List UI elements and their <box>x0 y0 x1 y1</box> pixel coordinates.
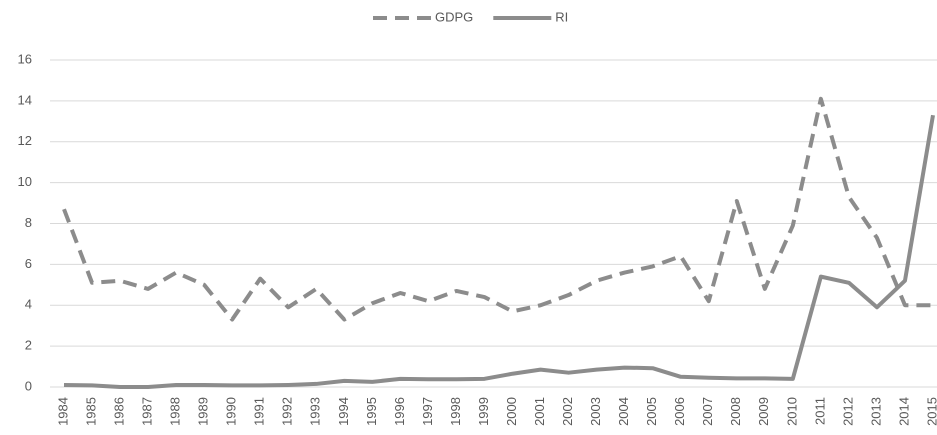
y-tick-label: 6 <box>25 256 32 271</box>
x-tick-label: 1996 <box>392 397 407 426</box>
x-tick-label: 2002 <box>560 397 575 426</box>
x-tick-label: 2000 <box>504 397 519 426</box>
x-tick-label: 1991 <box>252 397 267 426</box>
x-tick-label: 1989 <box>196 397 211 426</box>
x-tick-label: 1999 <box>476 397 491 426</box>
x-tick-label: 1993 <box>308 397 323 426</box>
x-tick-label: 1984 <box>55 397 70 426</box>
x-tick-label: 1998 <box>448 397 463 426</box>
y-tick-label: 4 <box>25 297 32 312</box>
x-tick-label: 1987 <box>140 397 155 426</box>
x-tick-label: 1988 <box>168 397 183 426</box>
x-tick-label: 2013 <box>868 397 883 426</box>
x-tick-label: 2005 <box>644 397 659 426</box>
x-tick-label: 2012 <box>840 397 855 426</box>
y-tick-label: 0 <box>25 378 32 393</box>
x-tick-label: 1997 <box>420 397 435 426</box>
x-tick-label: 2015 <box>924 397 937 426</box>
x-tick-label: 2011 <box>812 397 827 425</box>
legend-label: GDPG <box>435 9 473 24</box>
y-tick-label: 12 <box>18 133 32 148</box>
x-tick-label: 1994 <box>336 397 351 426</box>
x-tick-label: 2008 <box>728 397 743 426</box>
y-tick-label: 8 <box>25 215 32 230</box>
x-tick-label: 2003 <box>588 397 603 426</box>
x-tick-label: 2007 <box>700 397 715 426</box>
x-tick-label: 1986 <box>112 397 127 426</box>
x-tick-label: 2004 <box>616 397 631 426</box>
legend-label: RI <box>555 9 568 24</box>
y-tick-label: 16 <box>18 51 32 66</box>
x-tick-label: 2009 <box>756 397 771 426</box>
y-tick-label: 14 <box>18 92 32 107</box>
y-tick-label: 10 <box>18 174 32 189</box>
x-tick-label: 1990 <box>224 397 239 426</box>
x-tick-label: 2006 <box>672 397 687 426</box>
series-line <box>63 114 935 389</box>
x-tick-label: 2001 <box>532 397 547 426</box>
series-line <box>62 96 933 322</box>
x-tick-label: 1992 <box>280 397 295 426</box>
x-tick-label: 1985 <box>83 397 98 426</box>
x-tick-label: 2014 <box>896 397 911 426</box>
y-tick-label: 2 <box>25 338 32 353</box>
x-tick-label: 1995 <box>364 397 379 426</box>
x-tick-label: 2010 <box>784 397 799 426</box>
